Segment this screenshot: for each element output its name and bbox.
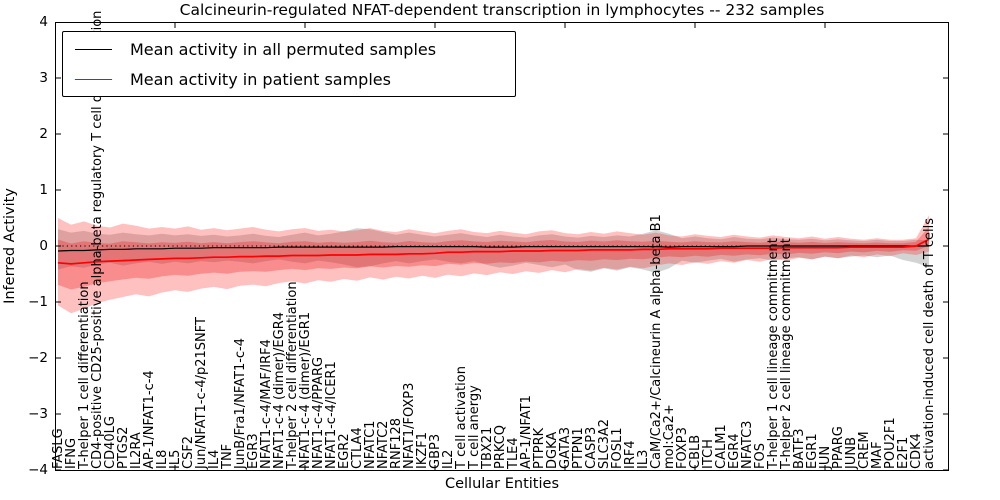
x-tick-label: FOSL1 <box>609 427 625 469</box>
x-tick-label: IL2 <box>440 449 456 469</box>
x-tick-label: RNF128 <box>388 417 404 469</box>
x-tick-label: CBLB <box>687 434 703 469</box>
legend-label-patient: Mean activity in patient samples <box>130 69 391 89</box>
x-tick-label: TLE4 <box>505 437 521 469</box>
x-tick-label: AP-1/NFAT1 <box>518 395 534 469</box>
x-tick-label: CaM/Ca2+/Calcineurin A alpha-beta B1 <box>648 214 664 469</box>
y-tick-label: 0 <box>39 237 48 254</box>
x-tick-label: IFNG <box>63 437 79 469</box>
x-tick-label: CREM <box>856 431 872 469</box>
x-tick-label: IL5 <box>167 449 183 469</box>
x-axis-label: Cellular Entities <box>444 476 560 492</box>
x-tick-label: FOXP3 <box>674 427 690 469</box>
x-tick-label: DGKA <box>544 431 560 469</box>
plot-area <box>55 22 949 471</box>
y-tick-label: 1 <box>39 181 48 198</box>
x-tick-label: PPARG <box>830 426 846 469</box>
y-tick-label: 3 <box>39 69 48 86</box>
y-tick-label: 2 <box>39 125 48 142</box>
chart-title: Calcineurin-regulated NFAT-dependent tra… <box>179 1 825 19</box>
y-tick-label: 4 <box>39 13 48 30</box>
x-tick-label: ITCH <box>700 439 716 469</box>
x-tick-label: T-helper 2 cell differentiation <box>284 281 300 469</box>
x-tick-label: GATA3 <box>557 426 573 469</box>
chart-canvas <box>55 22 949 471</box>
x-tick-label: CDK4 <box>908 433 924 469</box>
x-tick-label: IL2RA <box>128 432 144 469</box>
y-tick-label: −1 <box>28 293 48 310</box>
x-tick-label: FASLG <box>50 428 66 469</box>
x-tick-label: CTLA4 <box>349 427 365 469</box>
legend-entry-patient: Mean activity in patient samples <box>63 64 515 94</box>
y-tick-label: −2 <box>28 349 48 366</box>
x-tick-label: PTPRK <box>531 427 547 469</box>
x-tick-label: CD40LG <box>102 416 118 469</box>
x-tick-label: NFAT1-c-4 (dimer)/EGR4 <box>271 311 287 469</box>
x-tick-label: CSF2 <box>180 435 196 469</box>
x-tick-label: SLC3A2 <box>596 418 612 469</box>
x-tick-label: EGR4 <box>726 433 742 469</box>
x-tick-label: TBX21 <box>479 426 495 469</box>
x-tick-label: FOS <box>752 443 768 469</box>
x-tick-label: T cell anergy <box>466 385 482 469</box>
x-tick-label: CASP3 <box>583 426 599 469</box>
legend-entry-permuted: Mean activity in all permuted samples <box>63 34 515 64</box>
x-tick-label: POU2F1 <box>882 417 898 469</box>
x-tick-label: MAF <box>869 441 885 469</box>
x-tick-label: IL3 <box>635 449 651 469</box>
x-tick-label: NFATC1 <box>362 420 378 469</box>
x-tick-label: IRF4 <box>622 440 638 469</box>
x-tick-label: mol:Ca2+ <box>661 404 677 469</box>
legend-label-permuted: Mean activity in all permuted samples <box>130 39 437 59</box>
x-tick-label: CALM1 <box>713 424 729 469</box>
x-tick-label: JunB/Fra1/NFAT1-c-4 <box>232 337 248 469</box>
x-tick-label: NFAT1-c-4/PPARG <box>310 356 326 469</box>
x-tick-label: T cell activation <box>453 366 469 469</box>
x-tick-label: TNF <box>219 443 235 469</box>
x-tick-label: activation-induced cell death of T cells <box>921 217 937 469</box>
x-tick-label: NFAT1-c-4 (dimer)/EGR1 <box>297 311 313 469</box>
x-tick-label: IL8 <box>154 449 170 469</box>
x-tick-label: PTPN1 <box>570 427 586 469</box>
x-tick-label: E2F1 <box>895 436 911 469</box>
x-tick-label: T-helper 1 cell lineage commitment <box>765 238 781 469</box>
x-tick-label: JUNB <box>843 437 859 469</box>
x-tick-label: JUN <box>817 445 833 469</box>
x-tick-label: IL4 <box>206 449 222 469</box>
x-tick-label: IKZF1 <box>414 431 430 469</box>
x-tick-label: T-helper 1 cell differentiation <box>76 281 92 469</box>
x-tick-label: NFATC2 <box>375 420 391 469</box>
y-tick-label: −3 <box>28 405 48 422</box>
x-tick-label: PTGS2 <box>115 426 131 469</box>
x-tick-label: T-helper 2 cell lineage commitment <box>778 238 794 469</box>
x-tick-label: NFAT1-c-4/MAF/IRF4 <box>258 339 274 469</box>
x-tick-label: EGR3 <box>245 433 261 469</box>
x-tick-label: PRKCQ <box>492 425 508 469</box>
x-tick-label: NFAT1/FOXP3 <box>401 382 417 469</box>
x-tick-label: NFAT1-c-4/ICER1 <box>323 361 339 469</box>
legend-box: Mean activity in all permuted samples Me… <box>62 31 516 97</box>
legend-line-permuted-icon <box>75 48 112 50</box>
x-tick-label: NFATC3 <box>739 420 755 469</box>
x-tick-label: EGR1 <box>804 433 820 469</box>
legend-line-patient-icon <box>75 78 112 80</box>
y-tick-label: −4 <box>28 461 48 478</box>
x-tick-label: AP-1/NFAT1-c-4 <box>141 370 157 469</box>
x-tick-label: Jun/NFAT1-c-4/p21SNFT <box>193 317 209 469</box>
x-tick-label: BATF3 <box>791 428 807 470</box>
x-tick-label: EGR2 <box>336 433 352 469</box>
x-tick-label: GBP3 <box>427 433 443 469</box>
